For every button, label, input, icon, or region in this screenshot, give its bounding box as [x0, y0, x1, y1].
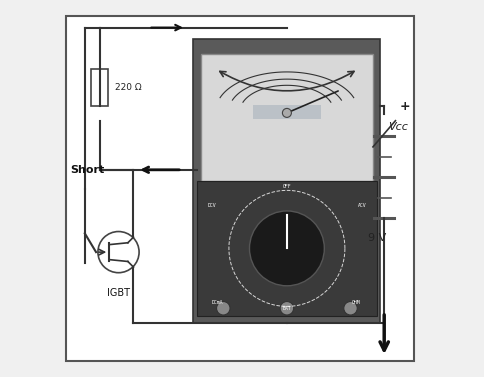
Text: 9 V: 9 V: [367, 233, 386, 244]
Circle shape: [344, 302, 357, 315]
FancyBboxPatch shape: [66, 16, 414, 361]
Text: DCV: DCV: [208, 203, 216, 208]
Text: Vcc: Vcc: [388, 122, 408, 132]
Text: ACV: ACV: [358, 203, 366, 208]
Text: IGBT: IGBT: [107, 288, 130, 298]
Text: OHM: OHM: [352, 300, 361, 305]
Bar: [197, 181, 377, 316]
Text: 220 Ω: 220 Ω: [115, 83, 141, 92]
Text: +: +: [399, 100, 410, 113]
Circle shape: [283, 109, 291, 117]
Text: OFF: OFF: [283, 184, 291, 189]
Circle shape: [249, 211, 324, 286]
Bar: [193, 39, 380, 323]
FancyBboxPatch shape: [253, 106, 320, 118]
Circle shape: [280, 302, 294, 315]
Circle shape: [216, 302, 230, 315]
Circle shape: [98, 231, 139, 273]
Bar: [201, 54, 373, 181]
Text: Short: Short: [70, 165, 104, 175]
Text: BAT: BAT: [283, 307, 291, 311]
Bar: [91, 69, 108, 106]
Text: DCmA: DCmA: [212, 300, 224, 305]
